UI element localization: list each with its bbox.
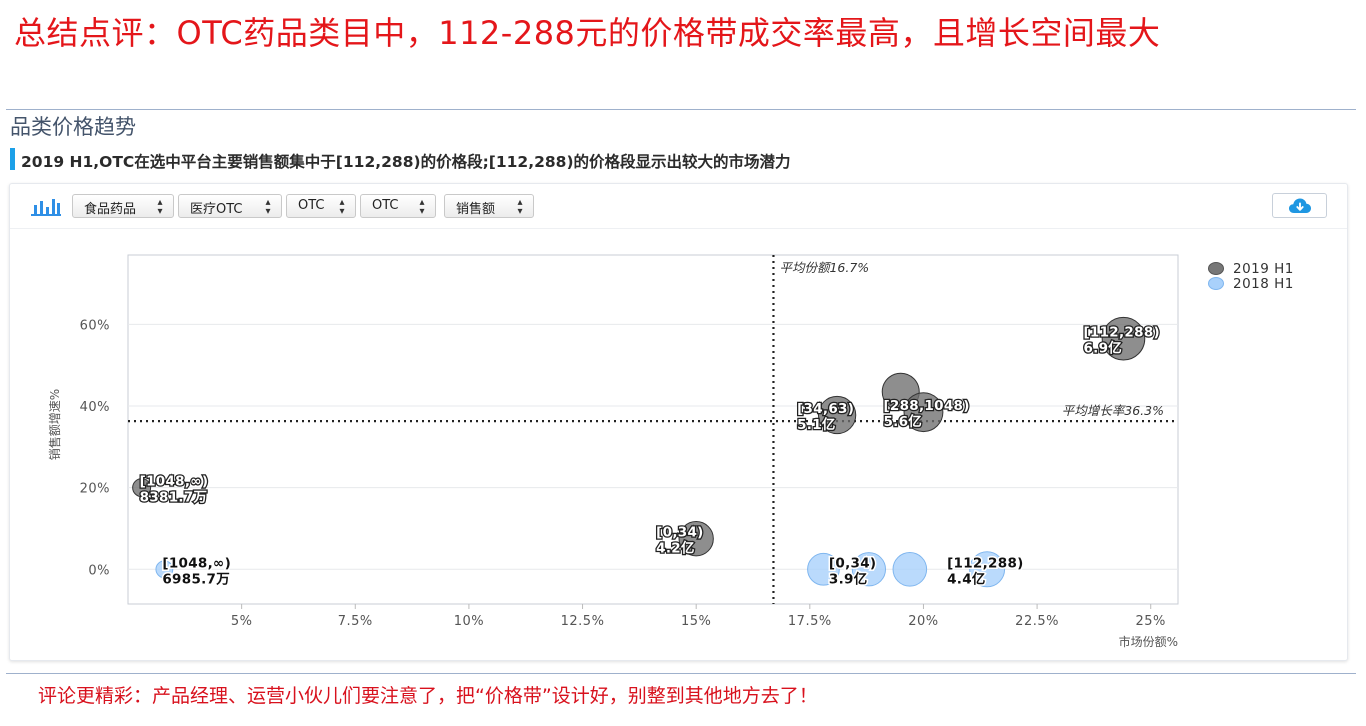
subcategory-select[interactable]: 医疗OTC ▴ ▾ xyxy=(178,194,282,218)
subtype-select[interactable]: OTC ▴ ▾ xyxy=(360,194,436,218)
legend-item-2019[interactable]: 2019 H1 xyxy=(1208,261,1294,277)
x-tick-label: 22.5% xyxy=(1015,614,1059,629)
section-title: 品类价格趋势 xyxy=(10,115,136,139)
bubble-value-label: 4.4亿 xyxy=(947,570,986,587)
bubble-label: [1048,∞) xyxy=(162,555,231,571)
bubble-value-label: 6.9亿 xyxy=(1083,340,1122,357)
category-select-value: 食品药品 xyxy=(84,202,137,217)
x-tick-label: 5% xyxy=(231,614,253,629)
legend-marker xyxy=(1208,262,1224,275)
bubble-label: [1048,∞) xyxy=(140,474,209,490)
y-tick-label: 40% xyxy=(80,400,110,415)
bubble-label: [0,34) xyxy=(656,525,703,541)
x-tick-label: 20% xyxy=(908,614,938,629)
chart-card: 食品药品 ▴ ▾ 医疗OTC ▴ ▾ OTC ▴ ▾ OTC ▴ ▾ 销售额 ▴ ▾ 0% 20% 40… xyxy=(9,183,1348,661)
y-axis-title: 销售额增速% xyxy=(47,389,62,460)
average-share-label: 平均份额16.7% xyxy=(779,260,869,275)
bubble-label: [34,63) xyxy=(797,401,854,417)
metric-select-value: 销售额 xyxy=(456,202,496,217)
chart-toolbar: 食品药品 ▴ ▾ 医疗OTC ▴ ▾ OTC ▴ ▾ OTC ▴ ▾ 销售额 ▴ ▾ xyxy=(10,184,1347,229)
bubble xyxy=(678,521,714,557)
x-tick-label: 17.5% xyxy=(788,614,832,629)
bubble xyxy=(903,392,944,433)
subcategory-select-value: 医疗OTC xyxy=(190,202,243,217)
bar-chart-icon[interactable] xyxy=(31,196,61,216)
bubble-value-label: 6985.7万 xyxy=(162,571,230,587)
type-select[interactable]: OTC ▴ ▾ xyxy=(286,194,356,218)
bubble-value-label: 8381.7万 xyxy=(140,490,208,506)
x-tick-label: 12.5% xyxy=(561,614,605,629)
bubble xyxy=(892,552,928,587)
average-growth-label: 平均增长率36.3% xyxy=(1062,403,1164,418)
bubble xyxy=(155,560,174,579)
legend-item-2018[interactable]: 2018 H1 xyxy=(1208,276,1294,292)
x-tick-label: 7.5% xyxy=(338,614,373,629)
chart-subtitle: 2019 H1,OTC在选中平台主要销售额集中于[112,288)的价格段;[1… xyxy=(21,153,791,171)
x-tick-label: 15% xyxy=(681,614,711,629)
subtype-select-value: OTC xyxy=(372,198,399,213)
select-caret-icon: ▴ ▾ xyxy=(265,197,271,217)
x-tick-label: 10% xyxy=(454,614,484,629)
bubble-label: [112,288) xyxy=(947,555,1024,571)
x-axis-title: 市场份额% xyxy=(1119,634,1178,649)
legend-label: 2019 H1 xyxy=(1233,261,1294,277)
bubble-value-label: 4.2亿 xyxy=(656,540,695,557)
legend-label: 2018 H1 xyxy=(1233,276,1294,292)
bubble xyxy=(1101,316,1146,361)
bubble-label: [288,1048) xyxy=(883,398,969,414)
divider xyxy=(6,109,1356,110)
bubble-chart: 0% 20% 40% 60% 5% 7.5% 10% 12.5% 15% 17.5% 20% 22.5… xyxy=(47,254,1179,649)
chart-legend: 2019 H1 2018 H1 xyxy=(1208,261,1294,292)
headline: 总结点评：OTC药品类目中，112-288元的价格带成交率最高，且增长空间最大 xyxy=(14,14,1161,52)
legend-marker xyxy=(1208,277,1224,290)
download-button[interactable] xyxy=(1272,193,1327,218)
y-tick-label: 60% xyxy=(80,318,110,333)
bubble-value-label: 3.9亿 xyxy=(829,570,868,587)
plot-area xyxy=(127,254,1179,605)
select-caret-icon: ▴ ▾ xyxy=(339,197,345,217)
divider xyxy=(6,673,1356,674)
select-caret-icon: ▴ ▾ xyxy=(419,197,425,217)
bubble-label: [112,288) xyxy=(1083,325,1160,341)
x-tick-label: 25% xyxy=(1136,614,1166,629)
y-tick-label: 0% xyxy=(88,563,110,578)
select-caret-icon: ▴ ▾ xyxy=(157,197,163,217)
bubble xyxy=(132,478,152,498)
subtitle-accent-bar xyxy=(10,148,15,170)
bubble xyxy=(851,552,887,587)
type-select-value: OTC xyxy=(298,198,325,213)
bubble-value-label: 5.1亿 xyxy=(797,416,836,433)
y-tick-label: 20% xyxy=(80,482,110,497)
bubble xyxy=(817,395,857,435)
bubble xyxy=(969,551,1006,588)
metric-select[interactable]: 销售额 ▴ ▾ xyxy=(444,194,534,218)
select-caret-icon: ▴ ▾ xyxy=(517,197,523,217)
cloud-download-icon xyxy=(1289,198,1311,213)
footer-comment: 评论更精彩：产品经理、运营小伙儿们要注意了，把“价格带”设计好，别整到其他地方去… xyxy=(38,685,818,707)
bubble-value-label: 5.6亿 xyxy=(883,413,922,430)
category-select[interactable]: 食品药品 ▴ ▾ xyxy=(72,194,174,218)
bubble xyxy=(807,552,840,586)
bubble-label: [0,34) xyxy=(829,555,876,571)
